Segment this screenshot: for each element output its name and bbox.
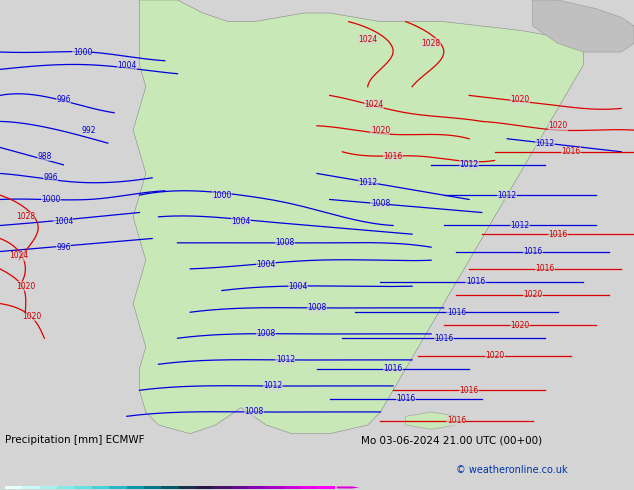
Text: 996: 996 — [43, 173, 58, 182]
Bar — [127, 487, 144, 489]
Text: 1016: 1016 — [460, 386, 479, 395]
Bar — [161, 487, 179, 489]
Bar — [318, 487, 335, 489]
Text: 1020: 1020 — [510, 95, 529, 104]
Text: 1012: 1012 — [460, 160, 479, 169]
Text: 1012: 1012 — [358, 178, 377, 187]
Text: 1020: 1020 — [548, 121, 567, 130]
Text: 1008: 1008 — [307, 303, 327, 313]
Text: 1024: 1024 — [365, 99, 384, 109]
Text: 1008: 1008 — [276, 238, 295, 247]
Text: 1028: 1028 — [16, 212, 35, 221]
Text: 1004: 1004 — [231, 217, 250, 226]
Text: 1016: 1016 — [466, 277, 485, 286]
Text: 1004: 1004 — [288, 282, 307, 291]
Text: 1024: 1024 — [358, 34, 377, 44]
Text: 1004: 1004 — [54, 217, 73, 226]
Text: 1016: 1016 — [536, 265, 555, 273]
Polygon shape — [533, 0, 634, 52]
Text: 1024: 1024 — [10, 251, 29, 260]
Text: 1020: 1020 — [16, 282, 35, 291]
Text: 1020: 1020 — [22, 312, 41, 321]
Text: 1000: 1000 — [73, 48, 92, 56]
Text: 996: 996 — [56, 95, 71, 104]
Bar — [109, 487, 127, 489]
Text: 1000: 1000 — [41, 195, 60, 204]
Text: 1008: 1008 — [371, 199, 390, 208]
Text: 1016: 1016 — [447, 416, 466, 425]
Text: 1016: 1016 — [447, 308, 466, 317]
Bar — [5, 487, 22, 489]
Text: © weatheronline.co.uk: © weatheronline.co.uk — [456, 465, 568, 475]
Text: 1012: 1012 — [263, 381, 282, 391]
Text: 1016: 1016 — [434, 334, 453, 343]
Text: 1012: 1012 — [536, 139, 555, 147]
FancyArrow shape — [337, 486, 359, 489]
Text: 1028: 1028 — [422, 39, 441, 48]
Text: 1004: 1004 — [117, 61, 136, 70]
Text: 1012: 1012 — [276, 355, 295, 365]
Bar — [22, 487, 40, 489]
Text: 1020: 1020 — [485, 351, 504, 360]
Text: 1000: 1000 — [212, 191, 231, 199]
Text: 1012: 1012 — [510, 221, 529, 230]
Text: 1016: 1016 — [396, 394, 415, 403]
Text: 1012: 1012 — [498, 191, 517, 199]
Bar — [300, 487, 318, 489]
Text: 1016: 1016 — [561, 147, 580, 156]
Bar — [57, 487, 74, 489]
Bar — [231, 487, 248, 489]
Bar — [248, 487, 266, 489]
Text: 996: 996 — [56, 243, 71, 252]
Bar — [144, 487, 161, 489]
Bar — [266, 487, 283, 489]
Text: 1020: 1020 — [510, 321, 529, 330]
Polygon shape — [133, 0, 583, 434]
Text: 1008: 1008 — [244, 408, 263, 416]
Bar — [74, 487, 92, 489]
Bar — [179, 487, 196, 489]
Bar — [213, 487, 231, 489]
Text: 1016: 1016 — [523, 247, 542, 256]
Text: Mo 03-06-2024 21.00 UTC (00+00): Mo 03-06-2024 21.00 UTC (00+00) — [361, 435, 543, 445]
Bar — [92, 487, 109, 489]
Text: 1020: 1020 — [371, 125, 390, 135]
Text: 1008: 1008 — [257, 329, 276, 339]
Text: 1020: 1020 — [523, 291, 542, 299]
Text: 1016: 1016 — [384, 151, 403, 161]
Text: 1016: 1016 — [548, 230, 567, 239]
Text: 1004: 1004 — [257, 260, 276, 269]
Bar — [40, 487, 57, 489]
Bar — [283, 487, 300, 489]
Text: Precipitation [mm] ECMWF: Precipitation [mm] ECMWF — [5, 435, 145, 445]
Text: 1016: 1016 — [384, 364, 403, 373]
Text: 988: 988 — [37, 151, 51, 161]
Polygon shape — [406, 412, 456, 429]
Text: 992: 992 — [82, 125, 96, 135]
Bar — [196, 487, 213, 489]
